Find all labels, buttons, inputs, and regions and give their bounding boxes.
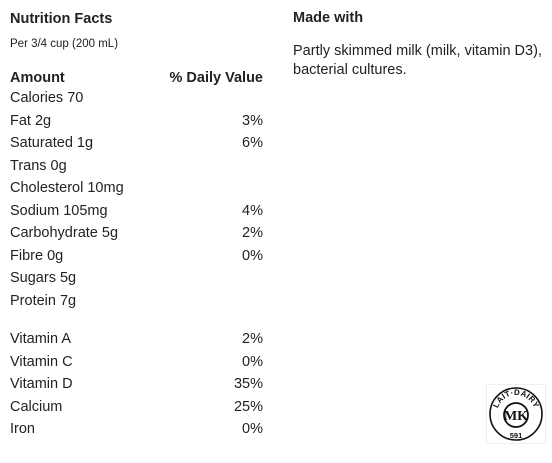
nutrient-daily-value: 2% (242, 331, 263, 347)
nutrient-row: Fibre 0g 0% (10, 245, 263, 268)
nutrient-label: Fat 2g (10, 112, 52, 129)
nutrient-row: Sodium 105mg 4% (10, 200, 263, 223)
serving-size: Per 3/4 cup (200 mL) (10, 38, 119, 50)
made-with-title: Made with (293, 10, 364, 26)
logo-outer-ring (489, 387, 543, 441)
nutrient-daily-value: 25% (233, 398, 263, 415)
nutrient-daily-value: 0% (242, 421, 263, 437)
nutrition-facts-panel: Nutrition Facts Per 3/4 cup (200 mL) Amo… (10, 10, 263, 441)
nutrient-label: Sugars 5g (10, 270, 77, 286)
nutrient-row: Carbohydrate 5g 2% (10, 222, 263, 245)
nutrient-label: Fibre 0g (10, 247, 64, 264)
nutrient-row: Sugars 5g (10, 267, 263, 290)
nutrient-row: Vitamin A 2% (10, 328, 263, 351)
nutrient-daily-value: 6% (242, 135, 263, 151)
nutrient-daily-value: 0% (242, 353, 263, 370)
nutrient-label: Cholesterol 10mg (10, 180, 124, 196)
nutrient-label: Vitamin A (10, 331, 71, 347)
nutrient-label: Calories 70 (10, 90, 84, 106)
daily-value-header: % Daily Value (169, 70, 264, 86)
section-gap (10, 312, 263, 328)
nutrient-daily-value: 4% (242, 202, 263, 219)
nutrient-daily-value: 3% (242, 112, 263, 129)
nutrient-label: Calcium (10, 398, 63, 415)
ingredients-text: Partly skimmed milk (milk, vitamin D3), … (293, 43, 542, 78)
nutrient-daily-value: 2% (242, 225, 263, 241)
milk-certification-logo: LAIT·DAIRY MK 591 (486, 384, 546, 444)
nutrient-row: Iron 0% (10, 418, 263, 441)
nutrient-daily-value: 35% (233, 376, 263, 392)
nutrient-row: Fat 2g 3% (10, 110, 263, 133)
ingredients-panel: Made with Partly skimmed milk (milk, vit… (293, 9, 543, 79)
nutrient-row: Trans 0g (10, 155, 263, 178)
nutrient-row: Vitamin D 35% (10, 373, 263, 396)
nutrient-row: Saturated 1g 6% (10, 132, 263, 155)
nutrient-label: Sodium 105mg (10, 202, 108, 219)
nutrient-label: Saturated 1g (10, 135, 94, 151)
nutrient-row: Cholesterol 10mg (10, 177, 263, 200)
nutrient-label: Vitamin C (10, 353, 73, 370)
nutrition-table-header: Amount % Daily Value (10, 69, 263, 87)
nutrient-daily-value: 0% (242, 247, 263, 264)
nutrient-label: Carbohydrate 5g (10, 225, 119, 241)
nutrient-row: Vitamin C 0% (10, 351, 263, 374)
logo-inner-circle (503, 402, 529, 428)
nutrition-facts-title: Nutrition Facts (10, 11, 113, 27)
vitamin-list: Vitamin A 2% Vitamin C 0% Vitamin D 35% Calciu… (10, 328, 263, 441)
nutrient-row: Calcium 25% (10, 396, 263, 419)
logo-initials: MK (504, 409, 528, 424)
amount-header: Amount (10, 70, 65, 86)
nutrient-list: Calories 70 Fat 2g 3% Saturated 1g 6% Trans 0… (10, 87, 263, 312)
nutrient-label: Protein 7g (10, 292, 77, 309)
nutrient-row: Protein 7g (10, 290, 263, 313)
nutrient-label: Vitamin D (10, 376, 73, 392)
nutrient-row: Calories 70 (10, 87, 263, 110)
logo-number: 591 (510, 431, 523, 440)
nutrient-label: Iron (10, 421, 35, 437)
nutrient-label: Trans 0g (10, 157, 67, 174)
